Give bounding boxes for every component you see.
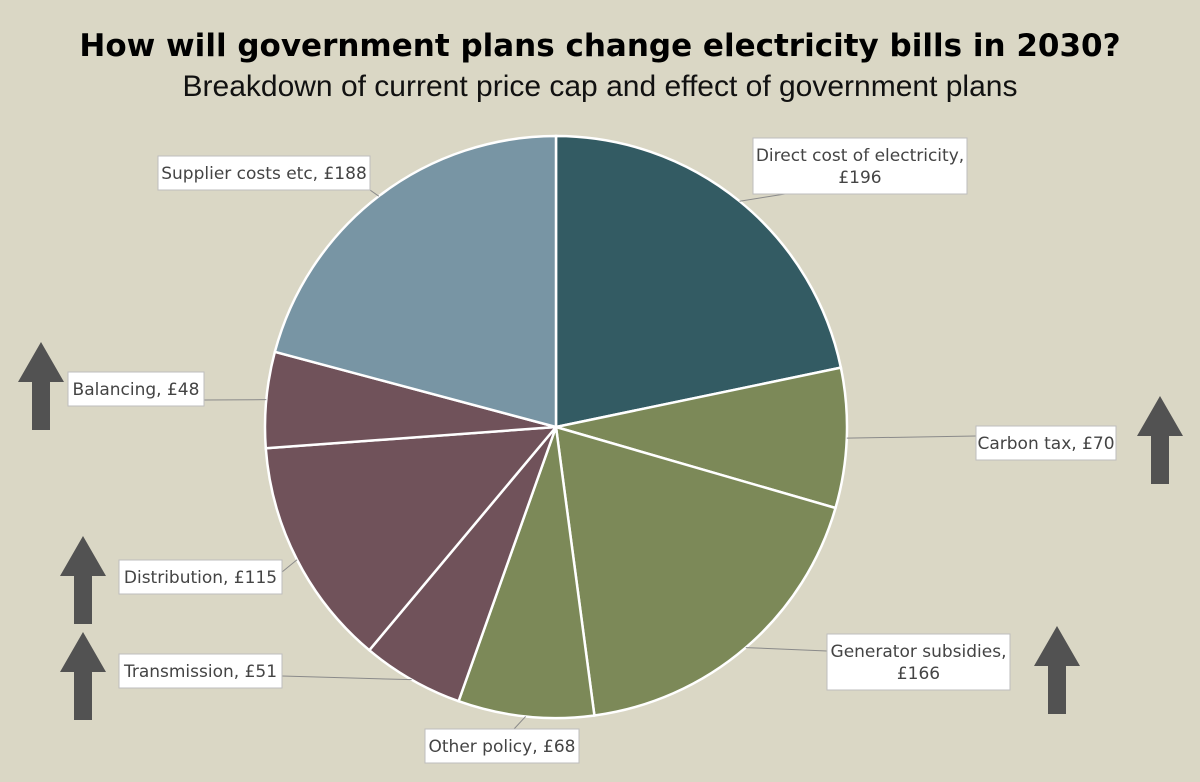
leader-line-distribution <box>281 559 298 573</box>
leader-line-direct-cost-of-electricity <box>739 193 786 202</box>
leader-line-carbon-tax <box>846 435 977 439</box>
label-box-other-policy <box>424 728 580 764</box>
label-box-generator-subsidies <box>826 633 1011 691</box>
arrow-up-icon-carbon-tax <box>1137 396 1183 484</box>
label-box-balancing <box>67 371 205 407</box>
data-label-supplier-costs-etc: Supplier costs etc, £188 <box>161 164 367 184</box>
pie-slice-distribution <box>264 425 559 652</box>
label-box-carbon-tax <box>975 425 1117 461</box>
increase-arrows <box>18 342 1183 720</box>
label-box-direct-cost-of-electricity <box>752 137 968 195</box>
leader-line-generator-subsidies <box>745 647 828 652</box>
data-label-other-policy: Other policy, £68 <box>429 737 576 757</box>
data-label-direct-cost-of-electricity: Direct cost of electricity, <box>756 146 964 166</box>
pie-slice-other-policy <box>456 426 596 720</box>
pie-slice-generator-subsidies <box>554 425 838 717</box>
label-box-supplier-costs-etc <box>157 155 371 191</box>
data-label-carbon-tax: Carbon tax, £70 <box>977 434 1114 454</box>
chart-title: How will government plans change electri… <box>79 28 1121 64</box>
pie-slices <box>263 134 849 720</box>
arrow-up-icon-balancing <box>18 342 64 430</box>
data-label-generator-subsidies: £166 <box>897 664 940 684</box>
data-label-generator-subsidies: Generator subsidies, <box>831 642 1007 662</box>
chart-subtitle: Breakdown of current price cap and effec… <box>182 70 1018 103</box>
slice-labels: Direct cost of electricity,£196 Carbon ta… <box>67 137 1117 764</box>
arrow-up-icon-transmission <box>60 632 106 720</box>
leader-lines <box>203 189 977 730</box>
arrow-up-icon-distribution <box>60 536 106 624</box>
pie-slice-supplier-costs-etc <box>273 134 558 429</box>
label-box-distribution <box>118 559 283 595</box>
label-box-transmission <box>118 653 283 689</box>
data-label-direct-cost-of-electricity: £196 <box>838 168 881 188</box>
leader-line-other-policy <box>513 716 527 730</box>
data-label-transmission: Transmission, £51 <box>123 662 277 682</box>
data-label-balancing: Balancing, £48 <box>73 380 200 400</box>
leader-line-supplier-costs-etc <box>369 189 380 197</box>
arrow-up-icon-generator-subsidies <box>1034 626 1080 714</box>
data-label-distribution: Distribution, £115 <box>124 568 277 588</box>
leader-line-transmission <box>281 675 412 681</box>
